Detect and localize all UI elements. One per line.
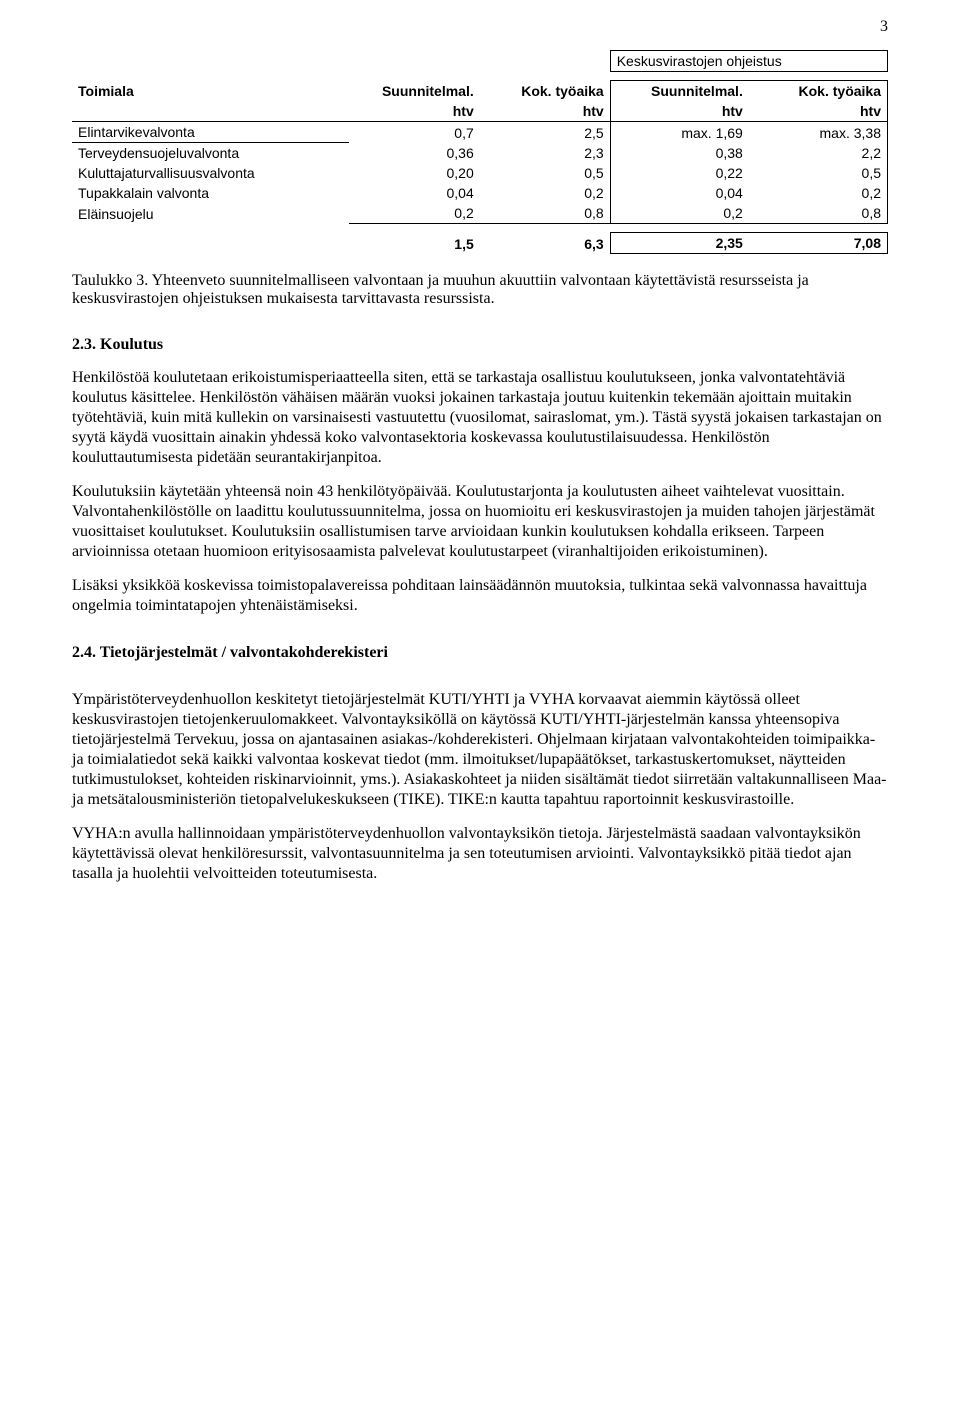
paragraph: Lisäksi yksikköä koskevissa toimistopala…	[72, 576, 888, 616]
table-row: Terveydensuojeluvalvonta 0,36 2,3 0,38 2…	[72, 143, 888, 164]
th-c2a: Kok. työaika	[480, 81, 610, 102]
th-c1a: Suunnitelmal.	[349, 81, 479, 102]
table-caption: Taulukko 3. Yhteenveto suunnitelmallisee…	[72, 272, 888, 308]
th-c4a: Kok. työaika	[749, 81, 888, 102]
th-c4b: htv	[749, 101, 888, 122]
table-row: Eläinsuojelu 0,2 0,8 0,2 0,8	[72, 203, 888, 224]
resource-table: Keskusvirastojen ohjeistus Toimiala Suun…	[72, 50, 888, 254]
paragraph: Ympäristöterveydenhuollon keskitetyt tie…	[72, 690, 888, 810]
heading-2-4: 2.4. Tietojärjestelmät / valvontakohdere…	[72, 644, 888, 662]
paragraph: Koulutuksiin käytetään yhteensä noin 43 …	[72, 482, 888, 562]
table-row: Tupakkalain valvonta 0,04 0,2 0,04 0,2	[72, 183, 888, 203]
th-c2b: htv	[480, 101, 610, 122]
boxed-title: Keskusvirastojen ohjeistus	[610, 51, 887, 72]
th-c1b: htv	[349, 101, 479, 122]
th-c3a: Suunnitelmal.	[610, 81, 749, 102]
table-row: Kuluttajaturvallisuusvalvonta 0,20 0,5 0…	[72, 163, 888, 183]
table-totals: 1,5 6,3 2,35 7,08	[72, 233, 888, 254]
page: 3 Keskusvirastojen ohjeistus Toimiala Su…	[0, 0, 960, 1427]
th-toimiala: Toimiala	[72, 81, 349, 102]
heading-2-3: 2.3. Koulutus	[72, 336, 888, 354]
paragraph: Henkilöstöä koulutetaan erikoistumisperi…	[72, 368, 888, 468]
paragraph: VYHA:n avulla hallinnoidaan ympäristöter…	[72, 824, 888, 884]
table-row: Elintarvikevalvonta 0,7 2,5 max. 1,69 ma…	[72, 122, 888, 143]
page-number: 3	[880, 18, 888, 36]
th-c3b: htv	[610, 101, 749, 122]
